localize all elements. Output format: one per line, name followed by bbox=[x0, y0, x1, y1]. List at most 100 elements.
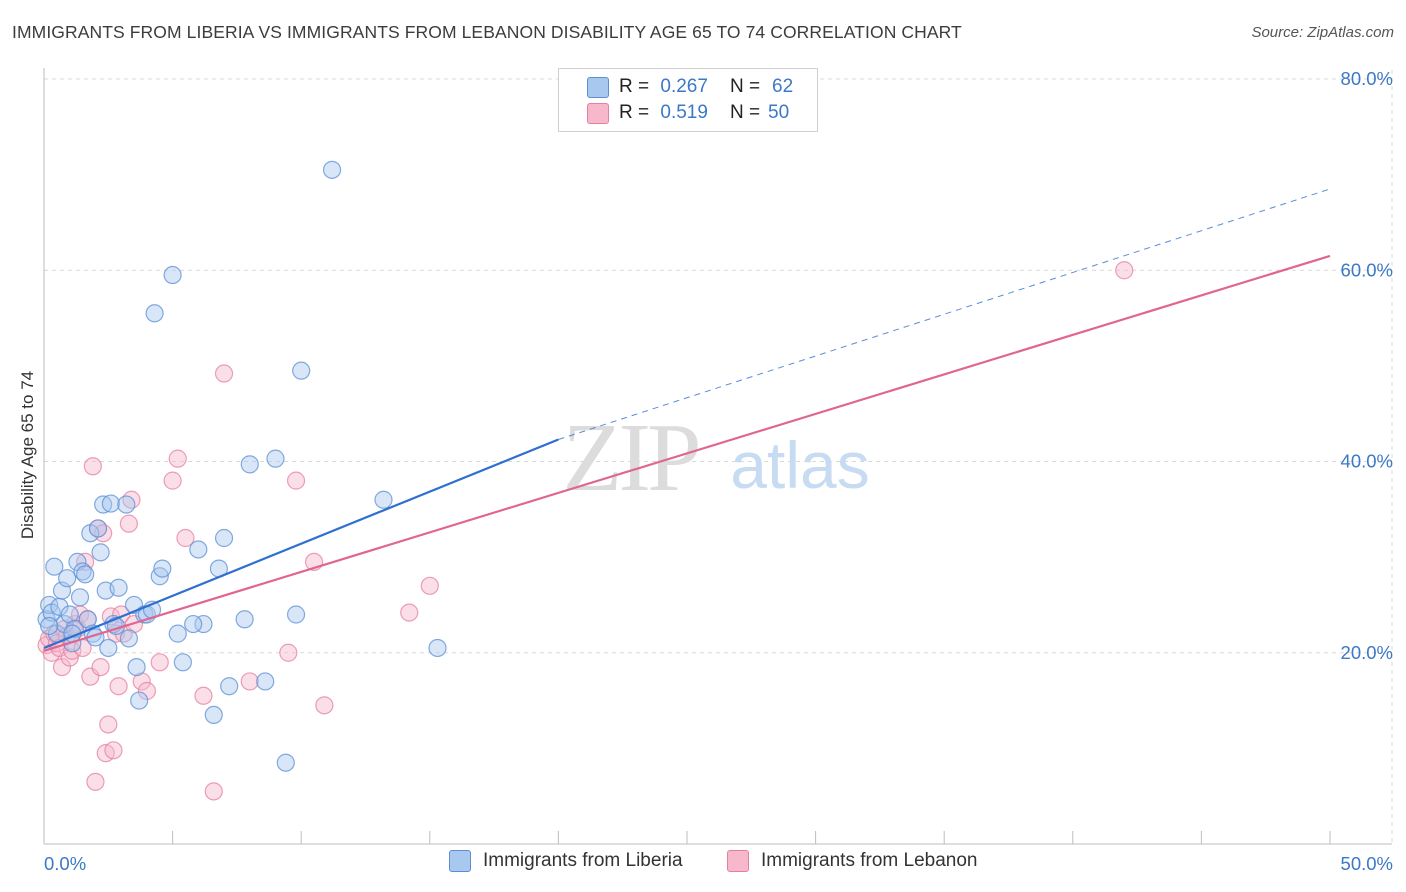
points-layer bbox=[37, 160, 1134, 801]
legend-n-value: 50 bbox=[768, 102, 790, 123]
liberia-point bbox=[194, 614, 213, 634]
lebanon-swatch bbox=[587, 102, 609, 124]
lebanon-point bbox=[176, 528, 195, 548]
liberia-point bbox=[276, 753, 295, 772]
liberia-point bbox=[60, 605, 79, 624]
liberia-point bbox=[235, 610, 254, 629]
liberia-point bbox=[220, 677, 239, 696]
legend-item-lebanon[interactable]: Immigrants from Lebanon bbox=[727, 850, 978, 872]
lebanon-trendline bbox=[43, 254, 1331, 652]
liberia-swatch bbox=[587, 76, 609, 98]
liberia-point bbox=[322, 160, 342, 179]
lebanon-legend-swatch bbox=[727, 850, 749, 872]
y-tick-label: 20.0% bbox=[1341, 642, 1393, 663]
liberia-legend-swatch bbox=[449, 850, 471, 872]
chart-title: IMMIGRANTS FROM LIBERIA VS IMMIGRANTS FR… bbox=[12, 22, 962, 42]
liberia-point bbox=[204, 705, 223, 725]
lebanon-point bbox=[83, 457, 102, 476]
lebanon-point bbox=[204, 782, 223, 801]
liberia-point bbox=[58, 569, 77, 588]
liberia-point bbox=[266, 449, 285, 468]
y-tick-label: 40.0% bbox=[1341, 451, 1393, 472]
watermark: ZIP atlas bbox=[563, 404, 870, 512]
liberia-trendline-extension bbox=[558, 188, 1331, 440]
lebanon-point bbox=[400, 603, 419, 622]
lebanon-point bbox=[214, 364, 234, 383]
watermark-zip: ZIP bbox=[563, 404, 698, 512]
liberia-point bbox=[184, 614, 203, 634]
liberia-point bbox=[94, 495, 113, 514]
tick-labels-layer: 20.0% 40.0% 60.0% 80.0% 0.0% 50.0% bbox=[44, 68, 1393, 874]
series-legend: Immigrants from Liberia Immigrants from … bbox=[0, 850, 1406, 880]
lebanon-point bbox=[315, 696, 334, 715]
liberia-point bbox=[73, 562, 92, 581]
lebanon-point bbox=[86, 772, 105, 791]
lebanon-point bbox=[1115, 261, 1134, 280]
legend-r-value: 0.519 bbox=[660, 102, 708, 123]
lebanon-point bbox=[99, 715, 118, 734]
liberia-point bbox=[286, 605, 306, 624]
liberia-point bbox=[168, 624, 187, 643]
lebanon-point bbox=[150, 653, 169, 672]
legend-n-label: N = bbox=[729, 102, 761, 123]
x-tick-label: 0.0% bbox=[44, 853, 86, 874]
axis-layer bbox=[43, 68, 1392, 845]
liberia-point bbox=[292, 361, 311, 380]
liberia-point bbox=[91, 543, 110, 562]
lebanon-point bbox=[91, 657, 110, 677]
legend-r-label: R = bbox=[619, 76, 650, 97]
liberia-point bbox=[88, 519, 108, 538]
y-tick-label: 80.0% bbox=[1341, 68, 1393, 89]
liberia-point bbox=[189, 540, 208, 559]
y-tick-label: 60.0% bbox=[1341, 259, 1393, 280]
legend-item-liberia[interactable]: Immigrants from Liberia bbox=[449, 850, 683, 872]
lebanon-point bbox=[109, 677, 128, 696]
legend-row-liberia: R = 0.267 N = 62 bbox=[587, 75, 794, 99]
legend-r-value: 0.267 bbox=[660, 76, 708, 97]
liberia-point bbox=[109, 578, 128, 597]
trend-layer bbox=[43, 188, 1331, 652]
liberia-point bbox=[99, 638, 118, 658]
liberia-point bbox=[256, 672, 275, 691]
lebanon-point bbox=[137, 681, 156, 701]
liberia-point bbox=[127, 657, 146, 677]
legend-r-label: R = bbox=[619, 102, 650, 123]
liberia-point bbox=[101, 494, 120, 513]
legend-n-value: 62 bbox=[772, 76, 794, 97]
legend-row-lebanon: R = 0.519 N = 50 bbox=[587, 101, 790, 125]
liberia-point bbox=[76, 565, 95, 584]
legend-n-label: N = bbox=[729, 76, 761, 97]
grid-layer bbox=[44, 70, 1393, 844]
lebanon-point bbox=[194, 686, 213, 705]
y-axis-label: Disability Age 65 to 74 bbox=[18, 370, 37, 540]
liberia-point bbox=[70, 588, 90, 607]
liberia-point bbox=[55, 614, 74, 634]
liberia-point bbox=[428, 638, 447, 658]
lebanon-point bbox=[240, 672, 259, 691]
lebanon-point bbox=[279, 643, 298, 662]
lebanon-point bbox=[286, 471, 306, 490]
liberia-point bbox=[374, 490, 393, 509]
liberia-point bbox=[119, 629, 138, 648]
lebanon-point bbox=[119, 514, 138, 533]
liberia-point bbox=[45, 557, 64, 576]
lebanon-point bbox=[104, 741, 123, 760]
liberia-point bbox=[78, 610, 97, 629]
lebanon-point bbox=[420, 576, 439, 595]
watermark-atlas: atlas bbox=[730, 428, 869, 502]
correlation-legend: R = 0.267 N = 62 R = 0.519 N = 50 bbox=[558, 68, 818, 132]
liberia-point bbox=[117, 495, 136, 514]
legend-label-lebanon: Immigrants from Lebanon bbox=[761, 850, 978, 871]
liberia-point bbox=[214, 528, 234, 548]
liberia-point bbox=[163, 265, 182, 285]
liberia-point bbox=[130, 691, 149, 710]
source-label: Source: ZipAtlas.com bbox=[1251, 24, 1394, 41]
lebanon-point bbox=[168, 449, 187, 468]
liberia-point bbox=[40, 616, 59, 636]
liberia-point bbox=[145, 304, 164, 323]
legend-label-liberia: Immigrants from Liberia bbox=[483, 850, 683, 871]
x-tick-label: 50.0% bbox=[1341, 853, 1393, 874]
liberia-point bbox=[153, 559, 172, 578]
liberia-trendline bbox=[43, 438, 559, 649]
